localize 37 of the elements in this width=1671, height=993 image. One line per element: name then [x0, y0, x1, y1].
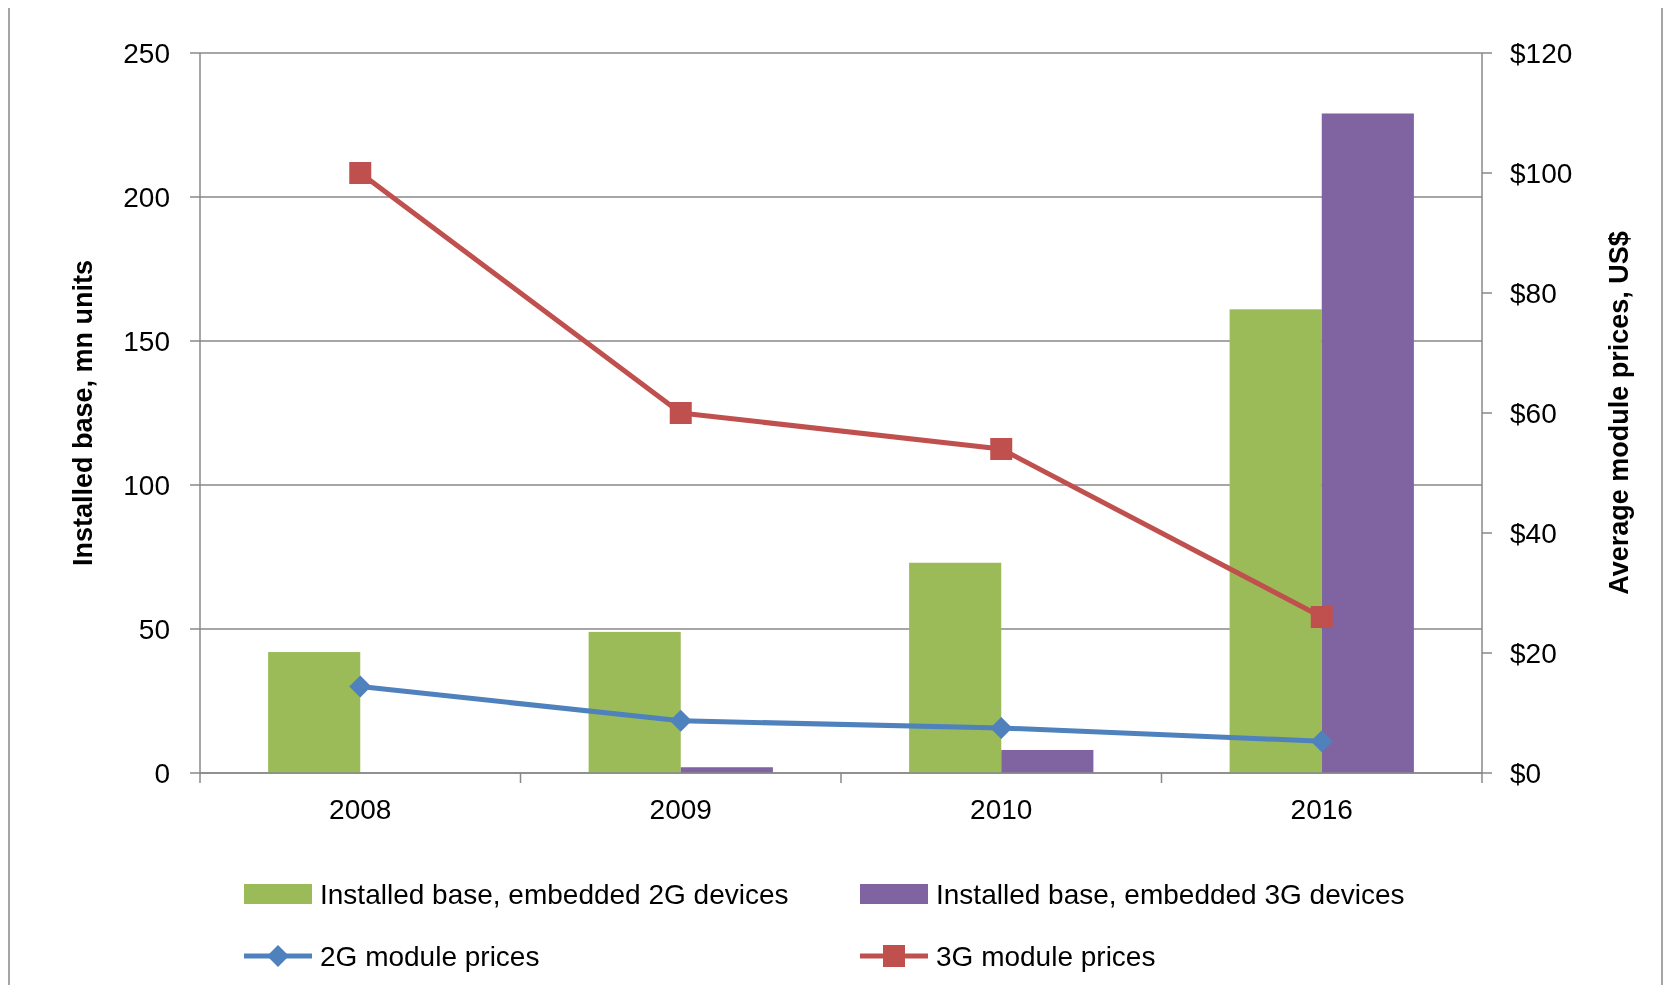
y2-tick-label: $40	[1510, 517, 1557, 549]
y2-tick-label: $100	[1510, 157, 1573, 189]
legend-label: Installed base, embedded 2G devices	[320, 878, 789, 910]
bar	[1001, 749, 1094, 773]
y-tick-label: 100	[123, 469, 170, 501]
point	[990, 717, 1013, 739]
x-tick-label: 2010	[970, 794, 1033, 825]
y2-tick-label: $60	[1510, 397, 1557, 429]
y-tick-label: 200	[123, 181, 170, 213]
y-tick-label: 150	[123, 325, 170, 357]
legend-label: 3G module prices	[936, 940, 1156, 972]
point	[1310, 606, 1333, 628]
point	[349, 162, 372, 184]
y2-tick-label: $0	[1510, 757, 1542, 789]
x-tick-label: 2009	[649, 794, 712, 825]
point	[990, 438, 1013, 460]
legend-label: 2G module prices	[320, 940, 540, 972]
point	[669, 402, 692, 424]
y2-axis-title: Average module prices, US$	[1604, 231, 1634, 595]
bar	[909, 562, 1002, 773]
y-tick-label: 0	[154, 757, 170, 789]
y-tick-label: 250	[123, 37, 170, 69]
y-axis-title: Installed base, mn units	[68, 259, 98, 567]
bar	[1321, 113, 1414, 773]
legend-label: Installed base, embedded 3G devices	[936, 878, 1405, 910]
y2-tick-label: $120	[1510, 37, 1573, 69]
bar	[1229, 309, 1322, 773]
point	[669, 709, 692, 732]
y-tick-label: 50	[138, 613, 170, 645]
y2-tick-label: $80	[1510, 277, 1557, 309]
point	[1310, 730, 1333, 753]
bar	[588, 631, 681, 773]
y2-tick-label: $20	[1510, 637, 1557, 669]
x-tick-label: 2016	[1290, 794, 1353, 825]
x-tick-label: 2008	[329, 794, 392, 825]
point	[349, 675, 372, 698]
bar	[268, 652, 361, 773]
